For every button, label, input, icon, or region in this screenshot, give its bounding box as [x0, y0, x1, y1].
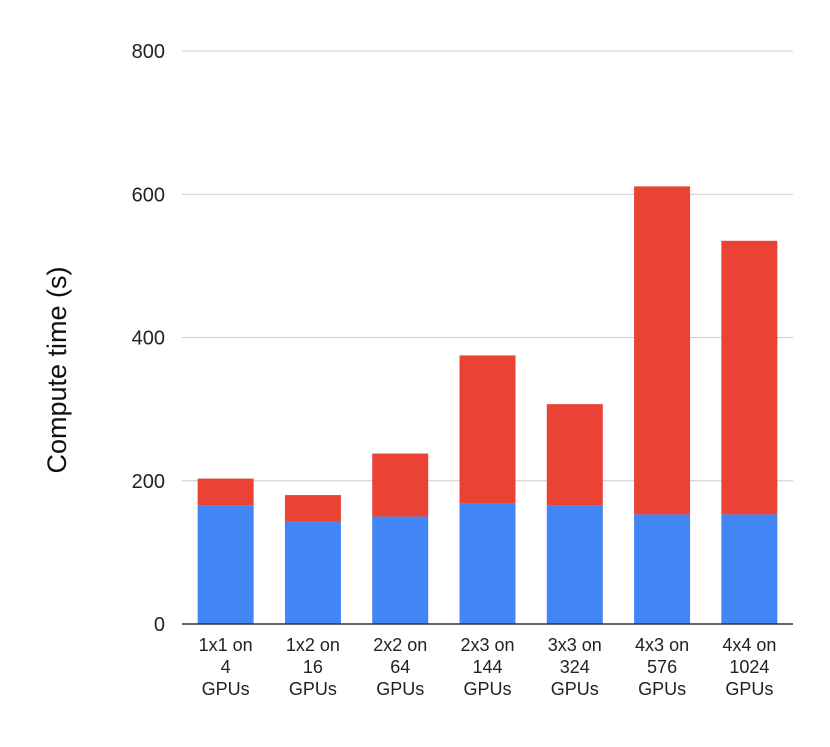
bar-blue: [721, 514, 778, 624]
x-tick-label: GPUs: [202, 679, 250, 699]
x-tick-label: GPUs: [376, 679, 424, 699]
x-tick-label: 64: [390, 657, 410, 677]
bar-blue: [459, 503, 516, 624]
bar-red: [634, 186, 691, 515]
bar-blue: [197, 505, 254, 624]
bar-blue: [284, 521, 341, 624]
x-tick-label: 2x3 on: [460, 635, 514, 655]
bar-red: [284, 495, 341, 522]
x-tick-label: 576: [647, 657, 677, 677]
y-tick-label: 400: [132, 328, 165, 350]
y-tick-label: 0: [154, 614, 165, 636]
bar-blue: [634, 514, 691, 624]
x-tick-label: 4: [221, 657, 231, 677]
x-tick-label: 1x2 on: [286, 635, 340, 655]
y-tick-label: 800: [132, 41, 165, 63]
x-tick-label: GPUs: [289, 679, 337, 699]
x-tick-label: 4x4 on: [722, 635, 776, 655]
bar-red: [197, 478, 254, 506]
x-tick-label: 3x3 on: [548, 635, 602, 655]
bar-red: [721, 240, 778, 515]
x-tick-label: 1x1 on: [199, 635, 253, 655]
y-axis-ticks: 0 200 400 600 800: [132, 41, 165, 636]
x-tick-label: 2x2 on: [373, 635, 427, 655]
y-axis-title: Compute time (s): [42, 266, 72, 473]
y-tick-label: 200: [132, 471, 165, 493]
x-tick-label: 324: [560, 657, 590, 677]
y-tick-label: 600: [132, 184, 165, 206]
x-tick-label: 4x3 on: [635, 635, 689, 655]
bars: [197, 186, 778, 624]
x-tick-label: 1024: [729, 657, 769, 677]
bar-red: [459, 355, 516, 504]
bar-blue: [546, 505, 603, 624]
bar-red: [546, 404, 603, 506]
x-tick-label: 16: [303, 657, 323, 677]
x-tick-label: GPUs: [551, 679, 599, 699]
x-tick-label: 144: [472, 657, 502, 677]
bar-red: [372, 453, 429, 517]
bar-blue: [372, 516, 429, 624]
x-tick-label: GPUs: [463, 679, 511, 699]
x-tick-label: GPUs: [638, 679, 686, 699]
x-tick-label: GPUs: [725, 679, 773, 699]
